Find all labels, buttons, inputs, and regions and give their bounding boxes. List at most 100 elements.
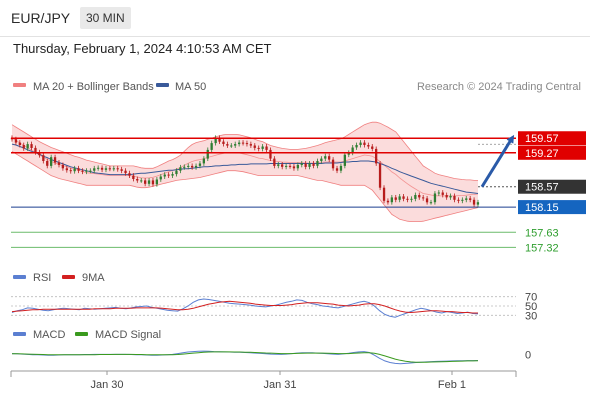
time-axis: Jan 30 Jan 31 Feb 1 [10,370,517,391]
candle-body [120,169,123,171]
candle-body [147,180,151,184]
candle-body [187,165,190,167]
current-price-box [518,179,586,194]
candle-body [335,168,339,171]
resistance-label-box [518,145,586,160]
rsi-level-label: 30 [525,310,537,322]
ma50-legend-label: MA 50 [175,81,206,93]
candle-body [89,170,92,172]
resistance-price-label: 159.27 [525,148,559,160]
macd-panel: 0 [11,349,531,365]
candle-body [324,156,327,159]
candle-body [425,198,429,203]
candle-body [194,165,198,168]
candle-body [386,200,390,203]
candle-body [445,195,448,198]
chart-timestamp: Thursday, February 1, 2024 4:10:53 AM CE… [13,41,272,56]
candle-body [14,139,18,143]
rsi-ma-legend-label: 9MA [82,272,105,284]
rsi-line [11,298,479,318]
candle-body [402,196,405,199]
candle-body [269,149,272,159]
candle-body [300,163,303,165]
rsi-legend-label: RSI [33,272,51,284]
candle-body [38,152,41,156]
ma20-line [11,137,479,197]
candle-body [261,146,264,149]
rsi-ma-legend-swatch [62,275,75,279]
candle-body [296,164,299,169]
interval-button[interactable]: 30 MIN [80,7,131,29]
macd-signal-legend-label: MACD Signal [95,329,161,341]
candle-body [429,202,433,204]
price-panel [10,121,480,223]
candle-body [100,167,104,170]
candle-body [222,141,225,144]
candle-body [104,168,108,170]
candle-body [433,193,437,203]
candle-body [378,163,382,188]
candle-body [171,174,174,176]
support-price-label: 157.63 [525,227,559,239]
candle-body [214,137,217,144]
macd-signal-line [12,351,479,363]
candle-body [292,166,296,169]
candle-body [472,199,476,205]
candle-body [241,142,245,144]
candle-body [359,142,362,145]
candle-body [202,158,205,164]
candle-body [108,168,111,170]
candle-body [347,152,350,155]
candle-body [26,144,29,149]
trend-arrow [480,134,515,188]
candle-body [230,145,233,147]
candle-body [210,143,213,150]
candle-body [382,187,386,201]
candle-body [414,195,417,199]
candle-body [457,199,460,201]
candle-body [465,198,468,200]
price-labels: 159.57 159.27 158.57 158.15 157.63 157.32 [11,131,586,254]
candle-body [453,195,456,200]
candle-body [273,158,276,166]
candle-body [132,175,135,179]
ma50-legend-swatch [156,83,169,87]
candle-body [144,180,147,184]
candle-body [339,165,343,171]
candle-body [398,196,401,200]
instrument-symbol: EUR/JPY [11,10,71,26]
candle-body [112,168,115,170]
candle-body [73,168,76,172]
candle-body [418,195,421,198]
candle-body [343,154,346,166]
candle-body [167,174,170,176]
macd-legend-label: MACD [33,329,65,341]
candle-body [81,170,84,172]
current-price-label: 158.57 [525,182,559,194]
candle-body [406,198,409,200]
candle-body [351,147,354,153]
candle-body [320,158,323,161]
macd-zero-label: 0 [525,349,531,361]
candle-body [93,168,96,171]
candle-body [175,170,178,175]
candle-body [355,145,358,148]
pivot-price-label: 158.15 [525,202,559,214]
candle-body [206,149,209,159]
candle-body [367,145,370,147]
candle-body [390,197,393,203]
resistance-price-label: 159.57 [525,133,559,145]
rsi-ma-line [11,300,478,314]
candle-body [65,168,68,171]
candle-body [277,164,280,166]
bollinger-legend-label: MA 20 + Bollinger Bands [33,81,154,93]
candle-body [85,170,88,172]
candle-body [469,198,472,200]
candle-body [422,197,425,199]
bollinger-lower-line [11,150,479,223]
candle-body [136,179,139,181]
candle-body [312,163,315,166]
candle-body [316,161,319,166]
candle-body [22,145,25,149]
